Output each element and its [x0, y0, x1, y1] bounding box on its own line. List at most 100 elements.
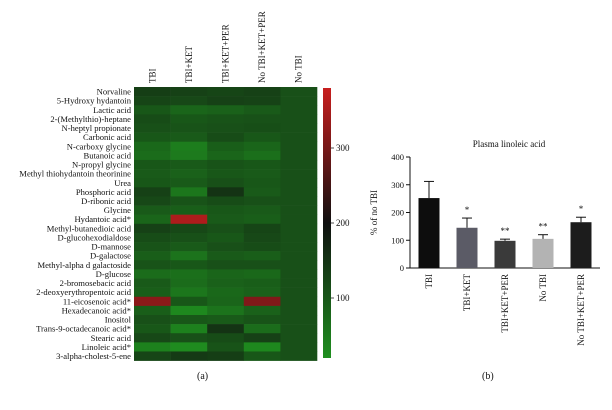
row-label: Hexadecanoic acid* — [62, 305, 131, 315]
heatmap-cell — [280, 278, 318, 288]
heatmap-cell — [243, 351, 281, 361]
heatmap-cell — [280, 123, 318, 133]
heatmap-cell — [243, 242, 281, 252]
heatmap-cell — [243, 96, 281, 106]
heatmap-cell — [280, 287, 318, 298]
heatmap-cell — [170, 159, 208, 170]
heatmap-cell — [134, 214, 171, 225]
bar — [570, 222, 592, 268]
heatmap-cell — [134, 187, 171, 197]
heatmap-cell — [134, 269, 171, 279]
row-label: 5-Hydroxy hydantoin — [57, 96, 132, 106]
heatmap-cell — [207, 342, 245, 352]
heatmap-cell — [243, 178, 281, 188]
heatmap-cell — [134, 178, 171, 188]
heatmap-cell — [280, 251, 318, 261]
heatmap-cell — [134, 132, 171, 143]
x-tick-label: No TBI — [538, 274, 548, 302]
heatmap-cell — [280, 296, 318, 307]
heatmap-cell — [134, 141, 171, 152]
heatmap-cell — [170, 87, 208, 97]
heatmap-cell — [207, 132, 245, 143]
panel-label-a: (a) — [197, 371, 209, 382]
heatmap-cell — [207, 251, 245, 261]
colorbar-gradient — [323, 88, 331, 358]
heatmap-cell — [280, 205, 318, 215]
heatmap-cell — [280, 260, 318, 270]
y-tick-label: 400 — [391, 152, 404, 162]
heatmap-cell — [280, 141, 318, 152]
heatmap-cell — [280, 333, 318, 343]
heatmap-cell — [207, 305, 245, 316]
row-label: D-glucohexodialdose — [57, 232, 131, 242]
colorbar-tick-label: 200 — [336, 218, 350, 228]
bar-chart-title: Plasma linoleic acid — [473, 139, 546, 149]
heatmap-cell — [170, 114, 208, 124]
row-label: Trans-9-octadecanoic acid* — [36, 324, 131, 334]
heatmap-cell — [243, 87, 281, 97]
heatmap-cell — [243, 232, 281, 243]
heatmap-cell — [170, 214, 208, 225]
heatmap-cell — [170, 242, 208, 252]
heatmap-cell — [207, 141, 245, 152]
heatmap-cell — [243, 269, 281, 279]
heatmap-cell — [170, 205, 208, 215]
bar-chart-panel: Plasma linoleic acid 0 100 200 300 400 % of no… — [369, 139, 600, 346]
x-tick-label: No TBI+KET+PER — [576, 274, 586, 346]
heatmap-cell — [280, 132, 318, 143]
heatmap-cell — [170, 196, 208, 206]
heatmap-cell — [243, 342, 281, 352]
heatmap-cell — [134, 232, 171, 243]
heatmap-cell — [170, 96, 208, 106]
heatmap-cell — [207, 278, 245, 288]
heatmap-cell — [207, 178, 245, 188]
heatmap-cell — [280, 178, 318, 188]
heatmap-cell — [207, 351, 245, 361]
heatmap-cell — [170, 287, 208, 298]
heatmap-cell — [170, 187, 208, 197]
heatmap-cell — [207, 96, 245, 106]
row-label: Methyl-alpha d galactoside — [37, 260, 131, 270]
heatmap-cell — [207, 242, 245, 252]
heatmap-cell — [243, 123, 281, 133]
x-tick-label: TBI+KET+PER — [500, 274, 510, 333]
row-label: Butanoic acid — [84, 150, 132, 160]
heatmap-cell — [280, 159, 318, 170]
heatmap-cell — [280, 187, 318, 197]
heatmap-cell — [280, 242, 318, 252]
row-label: D-mannose — [91, 242, 131, 252]
heatmap-cell — [170, 223, 208, 234]
heatmap-cell — [280, 315, 318, 325]
heatmap-cell — [243, 159, 281, 170]
heatmap-cell — [170, 324, 208, 334]
row-label: D-galactose — [90, 251, 131, 261]
heatmap-cell — [243, 251, 281, 261]
heatmap-cell — [280, 169, 318, 179]
heatmap-cell — [170, 260, 208, 270]
heatmap-cell — [243, 315, 281, 325]
heatmap-cell — [280, 351, 318, 361]
heatmap-cell — [207, 296, 245, 307]
heatmap-cell — [207, 205, 245, 215]
heatmap-cell — [207, 105, 245, 115]
row-label: Hydantoic acid* — [74, 214, 131, 224]
heatmap-cell — [207, 269, 245, 279]
heatmap-cell — [207, 214, 245, 225]
colorbar-tick-label: 100 — [336, 293, 350, 303]
heatmap-cell — [134, 242, 171, 252]
heatmap-cell — [243, 205, 281, 215]
bar — [532, 238, 554, 268]
heatmap-cell — [243, 169, 281, 179]
heatmap-cell — [134, 260, 171, 270]
heatmap-cell — [134, 205, 171, 215]
heatmap-cell — [243, 296, 281, 307]
heatmap-cell — [207, 123, 245, 133]
heatmap-cell — [134, 296, 171, 307]
y-tick-label: 300 — [391, 180, 404, 190]
heatmap-cell — [280, 324, 318, 334]
column-label: No TBI+KET+PER — [257, 11, 267, 83]
heatmap-cell — [134, 351, 171, 361]
heatmap-cell — [170, 232, 208, 243]
heatmap-cell — [280, 214, 318, 225]
heatmap-cell — [170, 296, 208, 307]
